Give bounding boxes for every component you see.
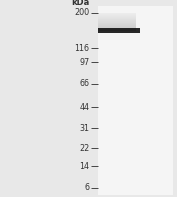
Bar — [98, 25, 136, 26]
Bar — [98, 29, 136, 30]
Bar — [98, 20, 136, 21]
Bar — [98, 27, 136, 28]
Bar — [98, 22, 136, 23]
Bar — [98, 19, 136, 20]
Bar — [98, 17, 136, 18]
Text: 14: 14 — [79, 162, 89, 171]
Bar — [98, 6, 173, 195]
Bar — [98, 14, 136, 15]
Bar — [98, 24, 136, 25]
Text: 200: 200 — [74, 8, 89, 17]
Bar — [98, 26, 136, 27]
Text: 116: 116 — [74, 44, 89, 53]
Bar — [98, 15, 136, 16]
Bar — [98, 28, 136, 29]
Bar — [98, 21, 136, 22]
Bar — [98, 18, 136, 19]
Text: 66: 66 — [79, 79, 89, 88]
Bar — [98, 15, 136, 16]
Bar — [98, 28, 140, 33]
Text: 6: 6 — [84, 183, 89, 192]
Bar — [98, 13, 136, 14]
Bar — [98, 22, 136, 23]
Bar — [98, 16, 136, 17]
Bar — [98, 23, 136, 24]
Bar — [98, 30, 136, 31]
Text: 31: 31 — [79, 124, 89, 133]
Text: kDa: kDa — [71, 0, 89, 7]
Text: 97: 97 — [79, 58, 89, 67]
Text: 44: 44 — [79, 103, 89, 112]
Text: 22: 22 — [79, 144, 89, 153]
